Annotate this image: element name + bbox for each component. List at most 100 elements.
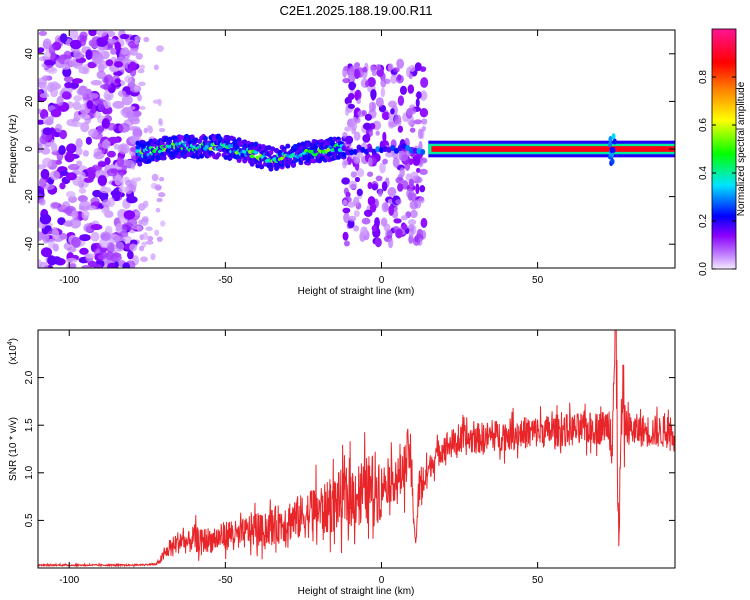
scatter-cell bbox=[383, 223, 391, 232]
noise-cell bbox=[85, 136, 92, 145]
scatter-cell bbox=[413, 119, 423, 125]
noise-cell bbox=[145, 240, 154, 245]
scatter-cell bbox=[377, 189, 383, 197]
scatter-cell bbox=[365, 133, 370, 142]
colorbar-ticks: 0.0 0.2 0.4 0.6 0.8 bbox=[698, 70, 736, 276]
noise-cell bbox=[81, 210, 90, 220]
noise-cell bbox=[38, 30, 47, 37]
noise-cell bbox=[108, 38, 117, 44]
tone-burst-cell bbox=[608, 141, 613, 148]
noise-cell bbox=[99, 186, 112, 194]
noise-cell bbox=[87, 169, 96, 181]
scatter-cell bbox=[421, 118, 428, 125]
scatter-cell bbox=[408, 73, 413, 80]
noise-cell bbox=[90, 224, 103, 231]
scatter-cell bbox=[354, 68, 360, 80]
scatter-cell bbox=[343, 212, 350, 224]
scatter-cell bbox=[397, 182, 404, 192]
noise-cell bbox=[129, 47, 139, 56]
scatter-cell bbox=[409, 127, 416, 133]
scatter-cell bbox=[342, 199, 348, 206]
noise-cell bbox=[122, 262, 130, 268]
signal-band-cell bbox=[247, 149, 253, 154]
scatter-cell bbox=[406, 188, 415, 199]
scatter-cell bbox=[388, 204, 395, 216]
snr-frame bbox=[37, 329, 676, 569]
colorbar-tick-label: 0.2 bbox=[698, 214, 709, 228]
spectrogram-ticks: -100 -50 0 50 -40 -20 0 20 40 bbox=[24, 30, 675, 286]
noise-cell bbox=[106, 168, 118, 177]
scatter-cell bbox=[363, 122, 372, 131]
noise-cell bbox=[92, 189, 102, 198]
signal-band-cell bbox=[146, 158, 152, 164]
noise-cell bbox=[50, 81, 60, 91]
noise-cell bbox=[118, 186, 130, 193]
noise-cell bbox=[39, 261, 49, 268]
scatter-cell bbox=[421, 125, 426, 132]
scatter-cell bbox=[410, 209, 418, 219]
noise-cell bbox=[124, 75, 133, 83]
scatter-cell bbox=[407, 84, 415, 94]
scatter-cell bbox=[369, 203, 377, 213]
signal-band-cell bbox=[225, 137, 231, 143]
noise-cell bbox=[136, 225, 143, 232]
noise-cell bbox=[129, 117, 141, 125]
noise-cell bbox=[97, 254, 107, 260]
scatter-cell bbox=[375, 130, 380, 136]
noise-cell bbox=[82, 150, 89, 157]
noise-cell bbox=[38, 143, 43, 154]
noise-cell bbox=[88, 92, 99, 99]
noise-cell bbox=[50, 108, 62, 118]
scatter-cell bbox=[378, 147, 384, 154]
noise-cell bbox=[130, 177, 138, 186]
scatter-cell bbox=[367, 181, 373, 190]
signal-band-cell bbox=[290, 162, 296, 168]
noise-cell bbox=[49, 170, 61, 181]
scatter-cell bbox=[353, 131, 361, 141]
noise-cell bbox=[42, 234, 50, 244]
ytick-label: -40 bbox=[24, 237, 35, 252]
noise-cell bbox=[56, 95, 64, 107]
noise-cell bbox=[129, 243, 137, 252]
noise-cell bbox=[63, 76, 74, 83]
noise-cell bbox=[112, 100, 125, 109]
noise-cell bbox=[114, 78, 121, 84]
noise-cell bbox=[138, 245, 145, 252]
noise-cell bbox=[137, 93, 142, 102]
noise-cell bbox=[55, 123, 63, 133]
noise-cell bbox=[93, 151, 105, 160]
noise-cell bbox=[121, 165, 128, 171]
scatter-cell bbox=[412, 155, 421, 167]
xtick-label: -100 bbox=[59, 575, 79, 586]
scatter-cell bbox=[409, 200, 418, 210]
scatter-cell bbox=[367, 146, 373, 153]
noise-cell bbox=[52, 243, 60, 252]
scatter-cell bbox=[388, 100, 397, 108]
noise-cell bbox=[160, 220, 166, 227]
figure-title: C2E1.2025.188.19.00.R11 bbox=[280, 3, 433, 18]
noise-cell bbox=[107, 197, 115, 208]
signal-band-cell bbox=[337, 147, 343, 152]
colorbar-label: Normalized spectral amplitude bbox=[736, 81, 747, 216]
scatter-cell bbox=[363, 209, 373, 217]
scatter-cell bbox=[356, 144, 362, 151]
noise-cell bbox=[104, 157, 111, 166]
noise-cell bbox=[158, 118, 163, 125]
scatter-cell bbox=[350, 171, 357, 178]
noise-cell bbox=[50, 52, 58, 62]
scatter-cell bbox=[364, 80, 370, 88]
noise-cell bbox=[157, 192, 166, 198]
scatter-cell bbox=[405, 145, 411, 152]
noise-cell bbox=[150, 253, 156, 261]
signal-band-cell bbox=[305, 142, 311, 148]
noise-cell bbox=[77, 195, 88, 203]
noise-cell bbox=[107, 262, 116, 268]
noise-cell bbox=[50, 143, 58, 153]
scatter-cell bbox=[419, 168, 428, 176]
noise-cell bbox=[65, 257, 78, 264]
scatter-cell bbox=[393, 218, 402, 224]
signal-band-cell bbox=[135, 144, 141, 150]
signal-band-cell bbox=[208, 146, 214, 151]
xtick-label: -100 bbox=[59, 275, 79, 286]
signal-band-cell bbox=[193, 138, 199, 144]
